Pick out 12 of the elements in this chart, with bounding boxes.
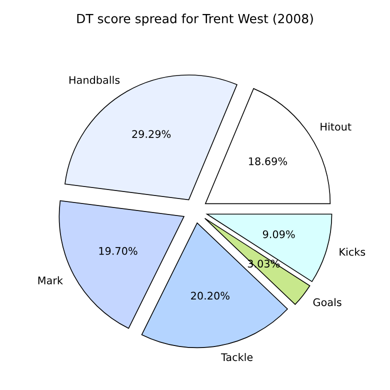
slice-label: Handballs [69, 76, 120, 84]
slice-label: Goals [313, 298, 342, 306]
slice-label: Mark [38, 276, 63, 284]
chart-title: DT score spread for Trent West (2008) [77, 14, 313, 26]
data-label: 29.29% [132, 130, 171, 138]
data-label: 9.09% [262, 230, 295, 238]
data-label: 19.70% [99, 247, 138, 255]
slice-label: Tackle [220, 353, 253, 362]
data-label: 20.20% [191, 292, 230, 300]
slice-label: Kicks [340, 248, 366, 256]
slice-label: Hitout [320, 122, 352, 131]
data-label: 18.69% [249, 157, 288, 166]
